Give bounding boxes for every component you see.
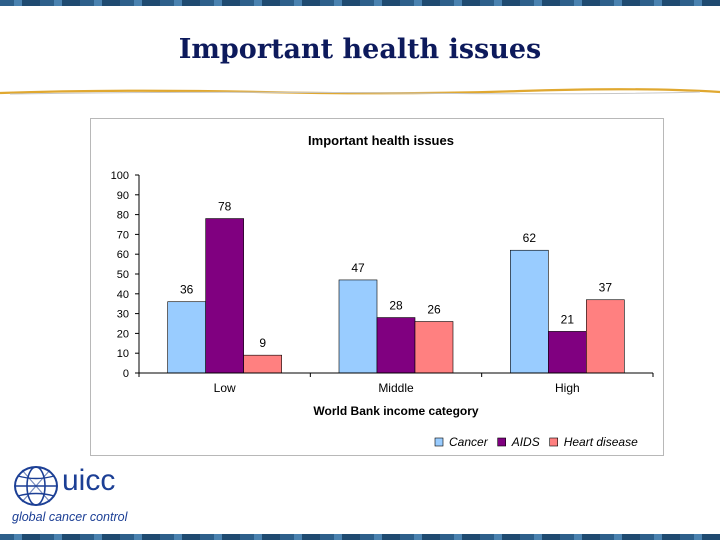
y-tick-label: 20 [117,328,129,340]
bar-aids-low [205,218,244,374]
title-underline [0,88,720,95]
y-tick-label: 50 [117,269,129,281]
logo-tagline: global cancer control [12,510,128,524]
legend-swatch [497,437,506,447]
x-axis-label: World Bank income category [313,404,478,418]
bar-heart-disease-low [243,354,282,374]
legend-label: Heart disease [564,435,638,449]
data-label: 26 [427,303,441,317]
bar-chart: Important health issues 0 10 20 30 40 50 60 70 8… [111,133,654,449]
globe-icon [14,466,58,506]
y-tick-label: 40 [117,289,129,301]
y-tick-label: 0 [123,368,129,380]
data-label: 47 [351,261,365,275]
bar-aids-high [548,331,587,374]
x-tick-label: High [555,381,580,395]
y-tick-label: 100 [111,170,129,182]
data-label: 21 [561,312,575,326]
data-label: 62 [523,231,537,245]
x-tick-label: Middle [378,381,414,395]
chart-frame: Important health issues 0 10 20 30 40 50 60 70 8… [90,118,664,456]
data-label: 9 [259,336,266,350]
legend-label: AIDS [511,435,540,449]
bar-aids-middle [376,317,416,374]
uicc-logo: uicc global cancer control [12,464,132,528]
y-tick-label: 80 [117,210,129,222]
slide-title: Important health issues [178,34,542,65]
y-tick-label: 30 [117,309,129,321]
top-border [0,0,720,6]
bar-cancer-middle [338,279,378,374]
data-label: 36 [180,283,194,297]
y-tick-label: 90 [117,190,129,202]
legend-swatch [434,437,444,447]
bottom-border [0,534,720,540]
y-tick-label: 60 [117,249,129,261]
legend-swatch [549,437,559,447]
data-label: 28 [389,299,403,313]
y-tick-label: 10 [117,348,129,360]
data-label: 37 [599,281,613,295]
data-label: 78 [218,200,232,214]
bar-heart-disease-middle [414,321,454,374]
x-tick-label: Low [214,381,236,395]
legend-label: Cancer [449,435,489,449]
bar-heart-disease-high [586,299,625,374]
y-tick-label: 70 [117,229,129,241]
bar-cancer-high [510,249,549,374]
bar-cancer-low [167,301,206,374]
logo-wordmark: uicc [62,464,116,497]
chart-title: Important health issues [308,133,454,148]
